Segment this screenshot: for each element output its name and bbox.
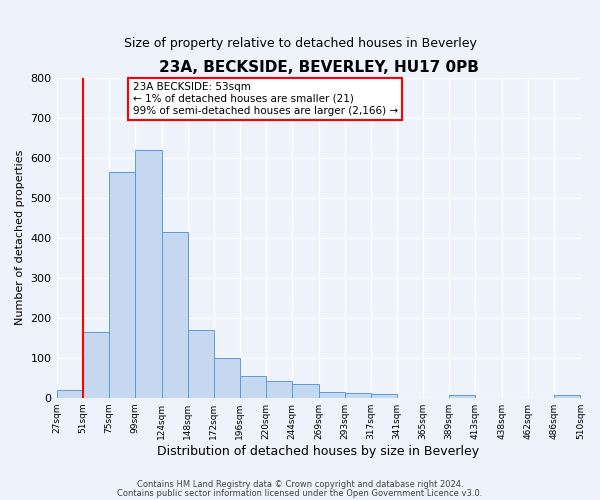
Bar xyxy=(371,394,397,398)
Bar xyxy=(240,376,266,398)
Bar xyxy=(266,380,292,398)
Title: 23A, BECKSIDE, BEVERLEY, HU17 0PB: 23A, BECKSIDE, BEVERLEY, HU17 0PB xyxy=(158,60,478,75)
Bar xyxy=(83,332,109,398)
Bar xyxy=(292,384,319,398)
Bar xyxy=(162,232,188,398)
Bar xyxy=(188,330,214,398)
Bar xyxy=(449,394,475,398)
Bar xyxy=(134,150,162,398)
Text: Contains public sector information licensed under the Open Government Licence v3: Contains public sector information licen… xyxy=(118,489,482,498)
Y-axis label: Number of detached properties: Number of detached properties xyxy=(15,150,25,326)
Text: 23A BECKSIDE: 53sqm
← 1% of detached houses are smaller (21)
99% of semi-detache: 23A BECKSIDE: 53sqm ← 1% of detached hou… xyxy=(133,82,398,116)
X-axis label: Distribution of detached houses by size in Beverley: Distribution of detached houses by size … xyxy=(157,444,479,458)
Bar xyxy=(214,358,240,398)
Bar xyxy=(345,393,371,398)
Bar xyxy=(554,395,580,398)
Bar xyxy=(109,172,134,398)
Text: Contains HM Land Registry data © Crown copyright and database right 2024.: Contains HM Land Registry data © Crown c… xyxy=(137,480,463,489)
Text: Size of property relative to detached houses in Beverley: Size of property relative to detached ho… xyxy=(124,38,476,51)
Bar xyxy=(319,392,345,398)
Bar xyxy=(56,390,83,398)
